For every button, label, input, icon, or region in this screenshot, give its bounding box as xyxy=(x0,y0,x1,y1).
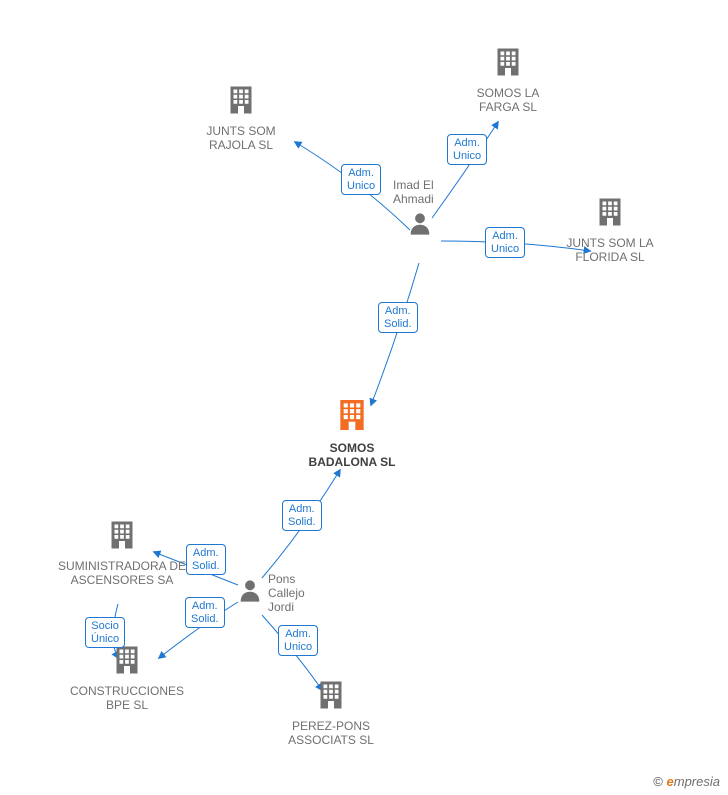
building-icon xyxy=(281,677,381,718)
node-label: JUNTS SOM LA FLORIDA SL xyxy=(560,237,660,265)
edge-imad-somos_badalona xyxy=(371,263,419,405)
edge-label-imad-somos_farga: Adm.Unico xyxy=(447,134,487,165)
node-label: JUNTS SOM RAJOLA SL xyxy=(186,125,296,153)
edge-label-pons-somos_badalona: Adm.Solid. xyxy=(282,500,322,531)
person-icon xyxy=(236,576,264,609)
diagram-canvas: © empresia JUNTS SOM RAJOLA SL SOMOS LA … xyxy=(0,0,728,795)
building-icon xyxy=(463,44,553,85)
building-icon xyxy=(57,517,187,558)
node-somos_badalona: SOMOS BADALONA SL xyxy=(307,395,397,470)
edge-label-pons-perez_pons: Adm.Unico xyxy=(278,625,318,656)
building-icon xyxy=(307,395,397,440)
node-construcciones: CONSTRUCCIONES BPE SL xyxy=(62,642,192,713)
node-perez_pons: PEREZ-PONS ASSOCIATS SL xyxy=(281,677,381,748)
node-label: SOMOS BADALONA SL xyxy=(307,442,397,470)
node-label: Imad El Ahmadi xyxy=(393,179,455,207)
copyright-symbol: © xyxy=(653,774,663,789)
credit: © empresia xyxy=(653,774,720,789)
node-somos_farga: SOMOS LA FARGA SL xyxy=(463,44,553,115)
building-icon xyxy=(560,194,660,235)
node-label: SOMOS LA FARGA SL xyxy=(463,87,553,115)
edge-label-suministradora-construcciones: SocioÚnico xyxy=(85,617,125,648)
node-label: Pons Callejo Jordi xyxy=(268,573,324,614)
edge-label-imad-junts_florida: Adm.Unico xyxy=(485,227,525,258)
node-label: SUMINISTRADORA DE ASCENSORES SA xyxy=(57,560,187,588)
node-pons: Pons Callejo Jordi xyxy=(236,571,324,614)
edge-label-imad-junts_rajola: Adm.Unico xyxy=(341,164,381,195)
building-icon xyxy=(186,82,296,123)
node-label: CONSTRUCCIONES BPE SL xyxy=(62,685,192,713)
edge-label-imad-somos_badalona: Adm.Solid. xyxy=(378,302,418,333)
building-icon xyxy=(62,642,192,683)
node-label: PEREZ-PONS ASSOCIATS SL xyxy=(281,720,381,748)
node-imad: Imad El Ahmadi xyxy=(385,177,455,242)
edge-label-pons-suministradora: Adm.Solid. xyxy=(186,544,226,575)
node-junts_rajola: JUNTS SOM RAJOLA SL xyxy=(186,82,296,153)
node-suministradora: SUMINISTRADORA DE ASCENSORES SA xyxy=(57,517,187,588)
brand-first-letter: e xyxy=(667,774,674,789)
edge-label-pons-construcciones: Adm.Solid. xyxy=(185,597,225,628)
node-junts_florida: JUNTS SOM LA FLORIDA SL xyxy=(560,194,660,265)
person-icon xyxy=(385,209,455,242)
brand-rest: mpresia xyxy=(674,774,720,789)
